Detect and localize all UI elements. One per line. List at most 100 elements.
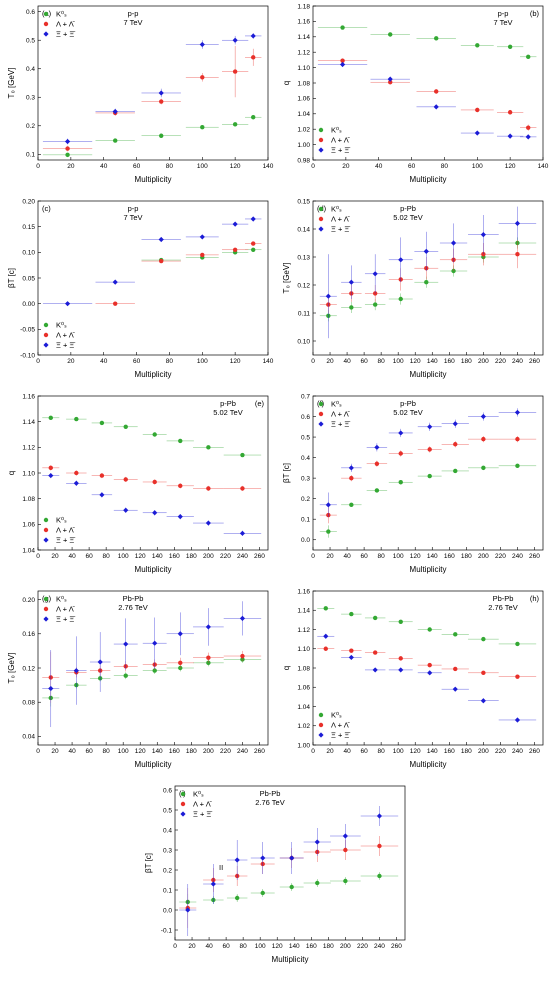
y-tick-label: 1.04 (22, 547, 35, 554)
point (376, 813, 383, 819)
y-axis-label: βT [c] (282, 463, 291, 483)
point (185, 907, 191, 913)
x-axis-label: Multiplicity (410, 565, 447, 574)
x-tick-label: 80 (240, 943, 248, 950)
point (240, 486, 245, 491)
point (398, 451, 403, 456)
y-axis-label: βT [c] (144, 853, 153, 873)
point (250, 216, 256, 222)
x-tick-label: 80 (103, 748, 111, 755)
y-tick-label: 1.08 (297, 665, 310, 672)
y-tick-label: 1.12 (297, 627, 310, 634)
point (318, 411, 324, 417)
point (232, 221, 238, 227)
x-tick-label: 140 (152, 553, 163, 560)
x-tick-label: 100 (393, 358, 404, 365)
point (323, 646, 328, 651)
point (65, 152, 70, 158)
legend-label: Λ + Λ̄ (331, 136, 350, 145)
x-tick-label: 220 (495, 553, 506, 560)
x-tick-label: 60 (85, 553, 93, 560)
point (234, 895, 240, 901)
y-tick-label: 0.20 (22, 198, 35, 205)
y-tick-label: 1.04 (297, 704, 310, 711)
point (158, 236, 164, 243)
y-tick-label: 1.00 (297, 142, 310, 149)
panel: 0 20 40 60 80 100 120 140 160 180 200 220 240 260 0.10… (282, 198, 544, 379)
y-tick-label: 0.0 (301, 537, 310, 544)
point (514, 220, 521, 226)
y-tick-label: 1.10 (22, 470, 35, 477)
panel: 0 20 40 60 80 100 120 140 0.1 0.2 0.3 0.4 0.5 0.6 Mult… (7, 5, 274, 184)
point (475, 43, 480, 48)
point (372, 302, 378, 307)
point (152, 668, 157, 673)
x-tick-label: 160 (169, 553, 180, 560)
point (289, 884, 294, 890)
point (250, 33, 256, 39)
point (453, 632, 458, 637)
y-tick-label: 0.2 (26, 123, 35, 130)
x-tick-label: 80 (378, 553, 386, 560)
point (64, 138, 71, 145)
point (349, 475, 354, 481)
point (43, 11, 49, 17)
point (349, 611, 354, 617)
x-tick-label: 180 (186, 553, 197, 560)
legend-label: Λ + Λ̄ (56, 20, 75, 29)
y-tick-label: 0.5 (163, 807, 172, 814)
point (481, 465, 486, 471)
point (113, 301, 118, 306)
x-tick-label: 260 (254, 748, 265, 755)
x-tick-label: 200 (478, 553, 489, 560)
point (515, 436, 520, 442)
x-tick-label: 100 (118, 553, 129, 560)
x-tick-label: 140 (427, 358, 438, 365)
point (323, 606, 328, 611)
point (251, 115, 256, 120)
y-tick-label: 0.0 (163, 907, 172, 914)
annotation: p-p (498, 9, 509, 18)
x-tick-label: 0 (311, 358, 315, 365)
point (398, 480, 403, 485)
point (112, 108, 118, 115)
y-tick-label: 0.12 (22, 665, 35, 672)
y-tick-label: 1.12 (22, 445, 35, 452)
y-tick-label: 0.15 (297, 198, 310, 205)
x-tick-label: 80 (441, 163, 449, 170)
x-tick-label: 180 (323, 943, 334, 950)
legend-label: K⁰ₛ (56, 321, 67, 330)
x-tick-label: 40 (343, 553, 351, 560)
point (199, 234, 205, 240)
point (526, 54, 531, 60)
point (427, 473, 432, 479)
point (388, 32, 393, 37)
annotation: 5.02 TeV (393, 213, 422, 222)
y-tick-label: 1.02 (297, 723, 310, 730)
annotation: p-p (128, 204, 139, 213)
x-tick-label: 20 (51, 748, 59, 755)
point (199, 41, 205, 48)
point (349, 305, 354, 310)
point (515, 252, 520, 257)
x-tick-label: 60 (360, 748, 368, 755)
panel: 0 20 40 60 80 100 120 140 160 180 200 220 240 260 0.0 0… (282, 393, 544, 574)
point (374, 444, 380, 450)
y-tick-label: 0.3 (301, 475, 310, 482)
legend-label: K⁰ₛ (193, 790, 204, 799)
x-tick-label: 240 (237, 748, 248, 755)
y-tick-label: 1.06 (297, 685, 310, 692)
x-axis-label: Multiplicity (135, 760, 172, 769)
x-axis-label: Multiplicity (410, 760, 447, 769)
x-axis-label: Multiplicity (272, 955, 309, 964)
x-tick-label: 140 (263, 163, 274, 170)
panel-label: (c) (42, 204, 51, 213)
x-tick-label: 20 (342, 163, 350, 170)
x-tick-label: 60 (360, 358, 368, 365)
point (123, 477, 128, 482)
point (318, 206, 324, 212)
point (99, 473, 105, 478)
x-tick-label: 240 (512, 553, 523, 560)
point (180, 791, 186, 797)
legend-label: Ξ + Ξ̄ (193, 810, 212, 819)
